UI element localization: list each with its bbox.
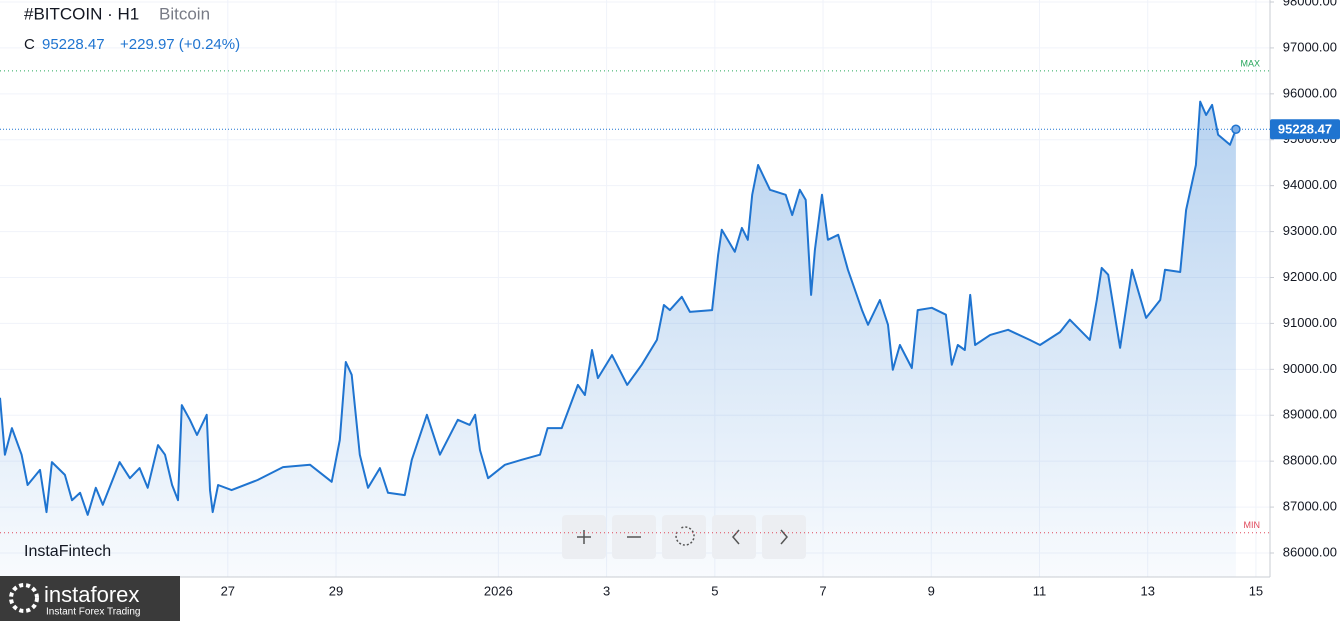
- y-tick-label: 91000.00: [1283, 315, 1337, 330]
- x-tick-label: 7: [819, 583, 826, 598]
- price-tag-label: 95228.47: [1278, 122, 1332, 137]
- y-tick-label: 87000.00: [1283, 499, 1337, 514]
- y-tick-label: 89000.00: [1283, 407, 1337, 422]
- chart-subtitle: Bitcoin: [159, 4, 210, 23]
- logo-block: instaforex Instant Forex Trading: [0, 576, 180, 621]
- logo-icon: [9, 583, 39, 613]
- scroll-left-button[interactable]: [712, 515, 756, 559]
- logo-background: [0, 576, 180, 621]
- max-label: MAX: [1240, 58, 1260, 68]
- reset-button[interactable]: [662, 515, 706, 559]
- logo-text: instaforex: [44, 582, 139, 607]
- x-tick-label: 27: [221, 583, 235, 598]
- x-tick-label: 13: [1140, 583, 1154, 598]
- chart-title: #BITCOIN · H1: [24, 4, 139, 23]
- y-tick-label: 96000.00: [1283, 85, 1337, 100]
- close-value: 95228.47: [42, 36, 105, 53]
- y-tick-label: 90000.00: [1283, 361, 1337, 376]
- change-label: +229.97 (+0.24%): [120, 36, 240, 53]
- x-tick-label: 5: [711, 583, 718, 598]
- y-tick-label: 86000.00: [1283, 544, 1337, 559]
- last-point: [1231, 124, 1241, 135]
- y-tick-label: 98000.00: [1283, 0, 1337, 8]
- right-icon: [780, 529, 788, 545]
- y-tick-label: 88000.00: [1283, 453, 1337, 468]
- area-fill: [0, 101, 1236, 577]
- brand: InstaFintech: [24, 543, 111, 560]
- y-tick-label: 92000.00: [1283, 269, 1337, 284]
- y-tick-label: 94000.00: [1283, 177, 1337, 192]
- x-tick-label: 29: [329, 583, 343, 598]
- x-tick-label: 3: [603, 583, 610, 598]
- x-tick-label: 9: [928, 583, 935, 598]
- close-label: C: [24, 36, 35, 53]
- min-label: MIN: [1244, 520, 1261, 530]
- price-line: [0, 100, 1237, 516]
- scroll-right-button[interactable]: [762, 515, 806, 559]
- y-tick-label: 97000.00: [1283, 39, 1337, 54]
- x-tick-label: 2026: [484, 583, 513, 598]
- x-tick-label: 15: [1249, 583, 1263, 598]
- y-tick-label: 93000.00: [1283, 223, 1337, 238]
- logo-tagline: Instant Forex Trading: [46, 607, 141, 618]
- reset-icon: [675, 526, 695, 546]
- zoom-controls: [562, 515, 806, 559]
- price-tag: [1270, 119, 1340, 140]
- x-tick-label: 11: [1033, 583, 1047, 598]
